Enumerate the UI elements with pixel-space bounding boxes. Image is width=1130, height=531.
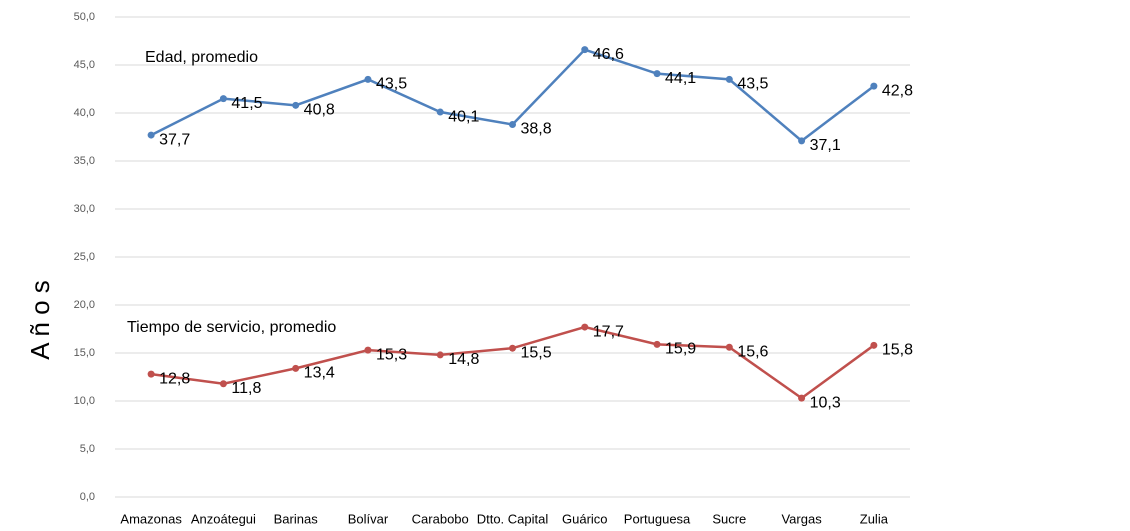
x-tick-label: Guárico bbox=[562, 511, 608, 526]
data-label: 15,9 bbox=[665, 341, 696, 358]
x-tick-label: Bolívar bbox=[348, 511, 389, 526]
y-tick-label: 15,0 bbox=[74, 347, 95, 359]
data-label: 13,4 bbox=[304, 365, 335, 382]
x-tick-label: Barinas bbox=[274, 511, 319, 526]
data-point bbox=[509, 121, 516, 129]
data-point bbox=[364, 346, 372, 354]
data-label: 40,8 bbox=[304, 102, 335, 119]
y-tick-label: 20,0 bbox=[74, 299, 95, 311]
data-point bbox=[581, 46, 589, 54]
y-tick-label: 5,0 bbox=[80, 443, 95, 455]
data-label: 10,3 bbox=[810, 394, 841, 411]
data-point bbox=[292, 101, 300, 109]
data-point bbox=[147, 370, 155, 378]
series-name: Edad, promedio bbox=[145, 49, 258, 66]
y-tick-label: 25,0 bbox=[74, 251, 95, 263]
data-point bbox=[219, 380, 227, 388]
x-tick-label: Anzoátegui bbox=[191, 511, 256, 526]
data-label: 11,8 bbox=[231, 380, 261, 397]
y-tick-label: 50,0 bbox=[74, 11, 95, 23]
data-label: 43,5 bbox=[376, 76, 407, 93]
data-point bbox=[653, 340, 661, 348]
x-tick-label: Zulia bbox=[860, 511, 889, 526]
x-tick-label: Dtto. Capital bbox=[477, 511, 549, 526]
data-label: 17,7 bbox=[593, 323, 624, 340]
data-point bbox=[653, 70, 661, 78]
data-point bbox=[798, 394, 806, 402]
data-point bbox=[292, 364, 300, 372]
x-tick-label: Amazonas bbox=[120, 511, 182, 526]
y-tick-label: 10,0 bbox=[74, 395, 95, 407]
data-label: 38,8 bbox=[521, 121, 552, 138]
y-tick-label: 0,0 bbox=[80, 491, 95, 503]
y-tick-label: 35,0 bbox=[74, 155, 95, 167]
data-label: 15,3 bbox=[376, 346, 407, 363]
data-point bbox=[364, 75, 372, 83]
data-label: 15,5 bbox=[521, 344, 552, 361]
data-label: 37,7 bbox=[159, 131, 190, 148]
data-point bbox=[509, 344, 516, 352]
data-label: 40,1 bbox=[448, 108, 479, 125]
data-label: 15,6 bbox=[737, 343, 768, 360]
data-point bbox=[436, 108, 444, 116]
data-label: 15,8 bbox=[882, 342, 913, 359]
data-point bbox=[581, 323, 589, 331]
y-axis-label: A ñ o s bbox=[25, 280, 55, 360]
data-point bbox=[870, 82, 878, 90]
data-label: 12,8 bbox=[159, 370, 190, 387]
data-label: 14,8 bbox=[448, 351, 479, 368]
data-point bbox=[798, 137, 806, 145]
data-label: 43,5 bbox=[737, 76, 768, 93]
x-tick-label: Carabobo bbox=[412, 511, 469, 526]
y-tick-label: 45,0 bbox=[74, 59, 95, 71]
x-tick-label: Vargas bbox=[781, 511, 822, 526]
data-point bbox=[219, 95, 227, 103]
data-point bbox=[436, 351, 444, 359]
data-label: 46,6 bbox=[593, 46, 624, 63]
data-label: 41,5 bbox=[231, 95, 262, 112]
data-point bbox=[725, 343, 733, 351]
data-point bbox=[870, 341, 878, 349]
data-point bbox=[147, 131, 155, 139]
y-tick-label: 30,0 bbox=[74, 203, 95, 215]
x-tick-label: Portuguesa bbox=[624, 511, 691, 526]
y-tick-label: 40,0 bbox=[74, 107, 95, 119]
data-label: 42,8 bbox=[882, 82, 913, 99]
x-tick-label: Sucre bbox=[712, 511, 746, 526]
data-label: 44,1 bbox=[665, 70, 696, 87]
data-point bbox=[725, 75, 733, 83]
series-name: Tiempo de servicio, promedio bbox=[127, 319, 336, 336]
data-label: 37,1 bbox=[810, 137, 841, 154]
